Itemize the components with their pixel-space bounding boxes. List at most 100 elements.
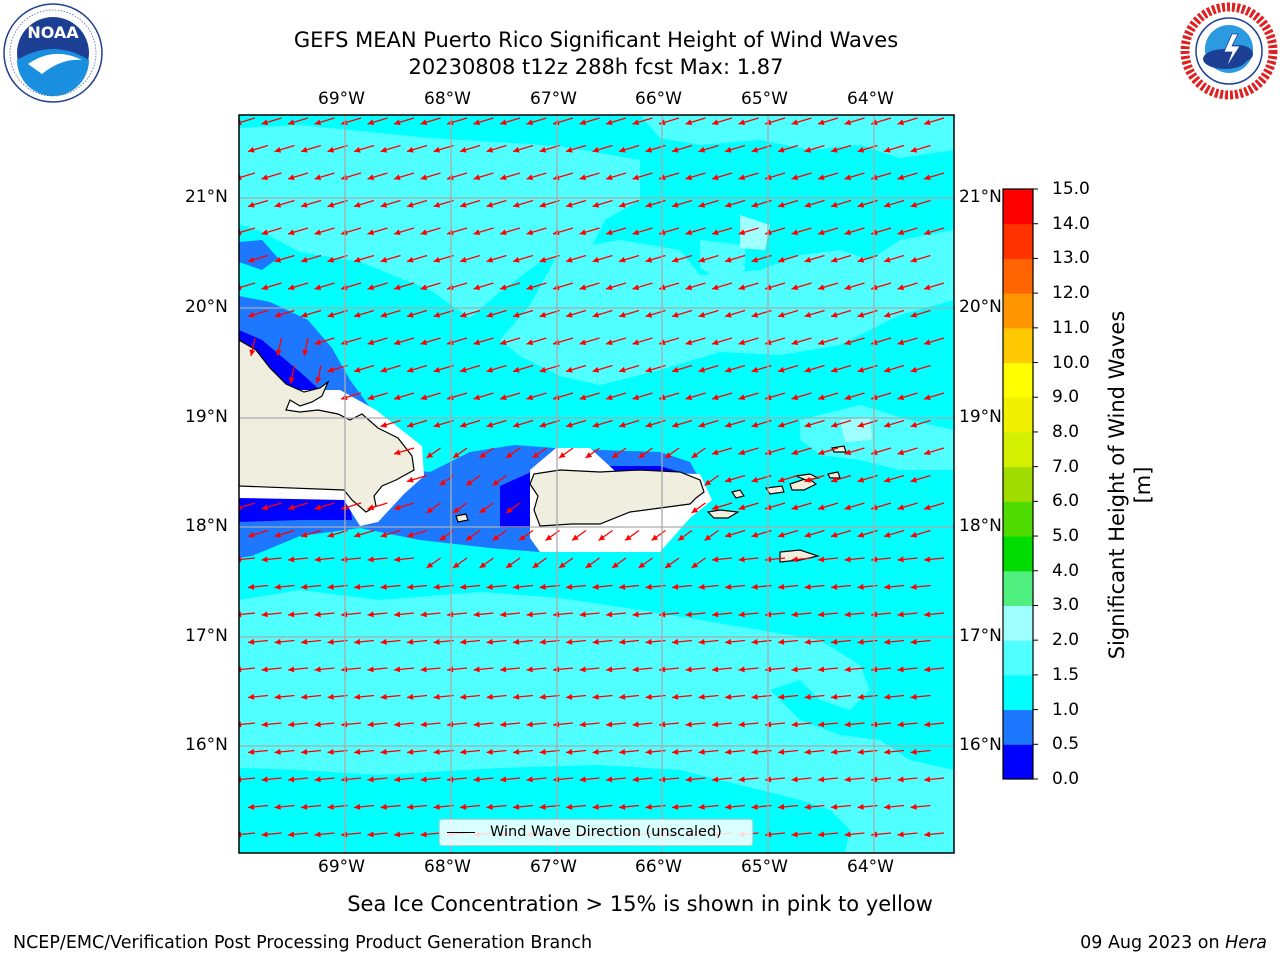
wave-arrow-head bbox=[672, 146, 679, 153]
wave-arrow-head bbox=[897, 449, 905, 456]
wave-arrow-head bbox=[897, 721, 904, 728]
wave-arrow-head bbox=[592, 201, 600, 208]
wave-arrow-head bbox=[685, 174, 693, 181]
wave-arrow-head bbox=[394, 284, 401, 291]
wave-arrow-head bbox=[778, 638, 785, 645]
wave-arrow-head bbox=[566, 201, 573, 208]
wave-arrow-head bbox=[897, 394, 905, 401]
wave-arrow-head bbox=[857, 693, 864, 700]
wave-arrow-head bbox=[685, 776, 692, 783]
wave-arrow-head bbox=[685, 339, 693, 346]
wave-arrow-head bbox=[553, 611, 560, 618]
wave-arrow-head bbox=[598, 534, 606, 541]
wave-arrow-head bbox=[539, 638, 546, 645]
wave-arrow-head bbox=[526, 721, 533, 728]
wave-arrow-head bbox=[513, 201, 520, 208]
wave-arrow-head bbox=[426, 507, 434, 513]
wave-arrow-head bbox=[473, 229, 481, 236]
wave-arrow-head bbox=[394, 449, 401, 456]
wave-arrow-head bbox=[884, 638, 891, 645]
wave-arrow-head bbox=[288, 831, 295, 838]
wave-arrow-head bbox=[685, 666, 692, 673]
lon-label-top-66w: 66°W bbox=[635, 89, 682, 109]
wave-arrow-head bbox=[645, 366, 653, 373]
colorbar-swatch bbox=[1003, 362, 1033, 398]
wave-arrow-head bbox=[426, 452, 434, 458]
wave-arrow-head bbox=[314, 229, 322, 236]
wave-arrow-head bbox=[341, 776, 348, 783]
wave-arrow-head bbox=[486, 311, 494, 318]
wave-arrow-head bbox=[804, 748, 811, 755]
wave-arrow-head bbox=[712, 504, 719, 511]
wave-arrow-head bbox=[818, 666, 825, 673]
wave-arrow-head bbox=[844, 556, 851, 563]
wave-arrow-head bbox=[327, 583, 334, 590]
wave-arrow-head bbox=[857, 311, 865, 318]
wave-arrow-head bbox=[645, 256, 653, 263]
colorbar-tick-label: 11.0 bbox=[1052, 317, 1090, 338]
wave-arrow-head bbox=[407, 476, 414, 483]
wave-arrow-head bbox=[500, 229, 507, 236]
wave-arrow-head bbox=[566, 256, 573, 263]
wave-arrow-head bbox=[566, 638, 573, 645]
wave-arrow-head bbox=[685, 721, 692, 728]
wave-arrow-head bbox=[239, 556, 242, 563]
wave-arrow-head bbox=[367, 721, 374, 728]
colorbar-tick-label: 12.0 bbox=[1052, 283, 1090, 304]
lat-label-left-17n: 17°N bbox=[185, 626, 228, 646]
wave-arrow bbox=[239, 502, 256, 509]
wave-arrow-head bbox=[526, 284, 534, 291]
lat-label-left-18n: 18°N bbox=[185, 516, 228, 536]
wave-arrow-head bbox=[619, 201, 626, 208]
wave-arrow-head bbox=[619, 366, 626, 373]
wave-arrow-head bbox=[678, 534, 685, 541]
wave-arrow-head bbox=[460, 201, 467, 208]
wave-arrow-head bbox=[592, 748, 599, 755]
wave-arrow-head bbox=[327, 748, 334, 755]
wave-arrow-head bbox=[526, 611, 533, 618]
wave-arrow-head bbox=[447, 394, 454, 401]
colorbar-swatch bbox=[1003, 709, 1033, 745]
wave-arrow-head bbox=[712, 556, 719, 563]
colorbar-swatch bbox=[1003, 189, 1033, 225]
wave-arrow-head bbox=[248, 256, 255, 263]
wave-arrow-head bbox=[367, 831, 374, 838]
wave-arrow-head bbox=[704, 534, 712, 541]
lat-label-right-19n: 19°N bbox=[959, 407, 1002, 427]
wave-arrow-head bbox=[239, 831, 242, 838]
wave-arrow-head bbox=[818, 831, 825, 838]
wave-arrow-head bbox=[506, 562, 513, 568]
wave-arrow-head bbox=[632, 666, 639, 673]
wave-arrow-head bbox=[433, 366, 441, 373]
wave-arrow bbox=[239, 612, 256, 616]
wave-arrow-head bbox=[751, 476, 759, 483]
wave-arrow-head bbox=[274, 693, 281, 700]
wave-arrow-head bbox=[857, 748, 864, 755]
wave-arrow-head bbox=[553, 721, 560, 728]
wave-arrow-head bbox=[645, 803, 652, 810]
wave-arrow-head bbox=[453, 562, 460, 568]
wave-arrow-head bbox=[704, 479, 712, 486]
wave-arrow-head bbox=[831, 803, 838, 810]
wave-arrow-head bbox=[354, 201, 361, 208]
wave-arrow-head bbox=[301, 583, 308, 590]
wave-arrow-head bbox=[453, 452, 460, 458]
wave-arrow-head bbox=[884, 748, 891, 755]
wave-arrow-head bbox=[447, 119, 454, 126]
wave-arrow-head bbox=[924, 666, 931, 673]
colorbar-swatch bbox=[1003, 293, 1033, 329]
wave-arrow-head bbox=[261, 666, 268, 673]
wave-arrow-head bbox=[831, 201, 838, 208]
wave-arrow-head bbox=[778, 693, 785, 700]
wave-arrow-head bbox=[380, 311, 388, 318]
wave-arrow-head bbox=[645, 638, 652, 645]
wave-arrow-head bbox=[804, 366, 812, 373]
wave-arrow-head bbox=[751, 256, 759, 263]
wave-arrow-head bbox=[857, 531, 865, 538]
wave-arrow-head bbox=[539, 583, 546, 590]
wave-arrow-head bbox=[592, 256, 600, 263]
wave-arrow-head bbox=[314, 339, 322, 346]
wave-arrow-head bbox=[725, 583, 732, 590]
wave-arrow-head bbox=[288, 556, 295, 563]
wave-arrow-head bbox=[302, 349, 309, 356]
